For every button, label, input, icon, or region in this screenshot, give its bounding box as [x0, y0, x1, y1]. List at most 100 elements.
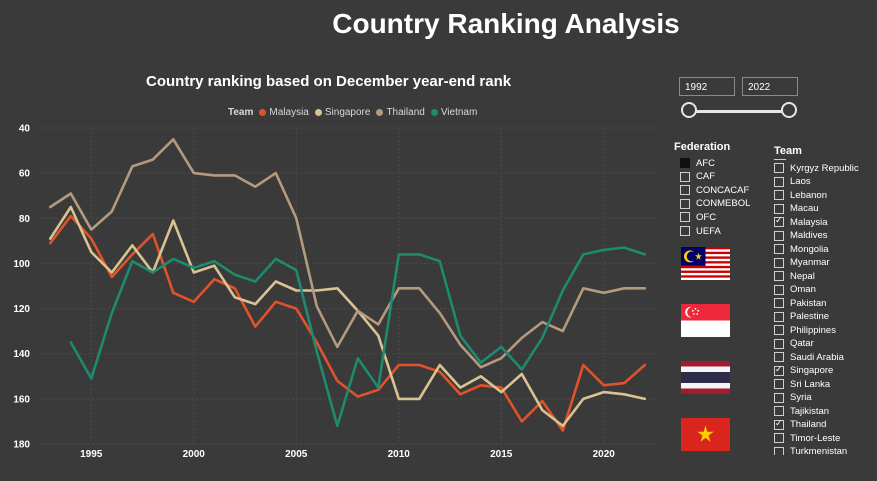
end-year-input[interactable]: 2022 — [742, 77, 798, 96]
team-option-palestine[interactable]: Palestine — [774, 311, 829, 323]
checkbox[interactable] — [774, 163, 784, 173]
federation-option-conmebol[interactable]: CONMEBOL — [680, 198, 750, 210]
start-year-input[interactable]: 1992 — [679, 77, 735, 96]
checkbox[interactable] — [774, 215, 784, 227]
thailand-flag — [681, 361, 730, 394]
y-tick-label: 40 — [19, 124, 31, 135]
malaysia-flag — [681, 247, 730, 280]
team-option-laos[interactable]: Laos — [774, 176, 811, 188]
team-option-syria[interactable]: Syria — [774, 392, 812, 404]
legend-entry-singapore[interactable]: Singapore — [314, 107, 370, 118]
checkbox[interactable] — [774, 392, 784, 403]
team-option-macau[interactable]: Macau — [774, 203, 819, 215]
checkbox[interactable] — [774, 338, 784, 349]
start-year-handle[interactable] — [681, 102, 697, 118]
team-option-label: Laos — [790, 176, 811, 187]
checkbox[interactable] — [774, 446, 784, 455]
checkbox[interactable] — [774, 284, 784, 295]
team-slicer[interactable]: Kyrgyz Republic Laos Lebanon Macau Malaysia M… — [774, 160, 877, 455]
team-option-malaysia[interactable]: Malaysia — [774, 215, 828, 228]
x-tick-label: 1995 — [80, 449, 103, 460]
x-tick-label: 2000 — [183, 449, 206, 460]
team-option-label: Nepal — [790, 270, 815, 282]
team-option-turkmenistan[interactable]: Turkmenistan — [774, 446, 847, 455]
checkbox[interactable] — [774, 203, 784, 214]
team-option-label: Sri Lanka — [790, 378, 831, 390]
team-option-label: Myanmar — [790, 257, 830, 268]
y-tick-label: 140 — [13, 349, 30, 360]
line-chart: 40 60 80 100 120 140 160 180 1995 2000 2005 2010 201… — [13, 124, 655, 460]
checkbox[interactable] — [774, 298, 784, 308]
team-option-label: Lebanon — [790, 189, 827, 201]
team-option-nepal[interactable]: Nepal — [774, 270, 815, 282]
end-year-handle[interactable] — [781, 102, 797, 118]
checkbox[interactable] — [680, 212, 690, 223]
legend-entry-malaysia[interactable]: Malaysia — [259, 106, 309, 118]
checkbox[interactable] — [774, 271, 784, 281]
checkbox[interactable] — [774, 244, 784, 254]
team-option-label: Qatar — [790, 338, 814, 349]
federation-option-uefa[interactable]: UEFA — [680, 225, 721, 237]
x-tick-label: 2015 — [490, 449, 513, 460]
checkbox[interactable] — [680, 171, 690, 182]
checkbox[interactable] — [774, 379, 784, 389]
checkbox[interactable] — [680, 198, 690, 209]
legend-dot-vietnam — [430, 108, 438, 116]
checkbox[interactable] — [774, 418, 784, 430]
chart-legend: Team Malaysia Singapore Thailand Vietnam — [228, 106, 479, 118]
legend-entry-thailand[interactable]: Thailand — [376, 107, 425, 118]
federation-option-label: OFC — [696, 211, 717, 223]
team-option-sri-lanka[interactable]: Sri Lanka — [774, 378, 830, 390]
team-option-qatar[interactable]: Qatar — [774, 338, 814, 350]
legend-entry-vietnam[interactable]: Vietnam — [430, 107, 477, 118]
federation-option-afc[interactable]: AFC — [680, 157, 715, 169]
team-title-underline — [774, 159, 786, 160]
team-option-singapore[interactable]: Singapore — [774, 364, 833, 377]
year-slider-track[interactable] — [690, 110, 790, 113]
checkbox[interactable] — [680, 226, 690, 236]
checkbox[interactable] — [774, 406, 784, 416]
checkbox[interactable] — [774, 190, 784, 200]
checkbox[interactable] — [774, 364, 784, 376]
team-option-timor-leste[interactable]: Timor-Leste — [774, 432, 840, 444]
team-option-mongolia[interactable]: Mongolia — [774, 243, 829, 255]
legend-dot-singapore — [314, 108, 322, 116]
checkbox[interactable] — [774, 257, 784, 268]
y-tick-label: 100 — [13, 259, 30, 270]
team-option-pakistan[interactable]: Pakistan — [774, 297, 826, 309]
chart-title: Country ranking based on December year-e… — [146, 73, 512, 90]
team-option-myanmar[interactable]: Myanmar — [774, 257, 830, 269]
checkbox[interactable] — [680, 185, 690, 196]
checkbox[interactable] — [774, 325, 784, 335]
team-option-maldives[interactable]: Maldives — [774, 230, 828, 242]
team-option-tajikistan[interactable]: Tajikistan — [774, 405, 829, 417]
team-option-label: Mongolia — [790, 243, 829, 255]
team-option-label: Palestine — [790, 311, 830, 322]
checkbox[interactable] — [774, 352, 784, 362]
team-option-kyrgyz-republic[interactable]: Kyrgyz Republic — [774, 162, 859, 174]
federation-option-concacaf[interactable]: CONCACAF — [680, 184, 749, 196]
checkbox[interactable] — [774, 311, 784, 322]
checkbox[interactable] — [774, 176, 784, 187]
federation-option-ofc[interactable]: OFC — [680, 211, 716, 223]
federation-option-label: CONCACAF — [696, 184, 750, 196]
legend-title: Team — [228, 106, 254, 118]
y-tick-label: 60 — [19, 169, 31, 180]
legend-label-malaysia: Malaysia — [269, 106, 309, 118]
federation-option-label: CONMEBOL — [696, 198, 751, 210]
team-option-saudi-arabia[interactable]: Saudi Arabia — [774, 351, 844, 363]
checkbox[interactable] — [680, 158, 690, 168]
team-option-philippines[interactable]: Philippines — [774, 324, 836, 336]
checkbox[interactable] — [774, 230, 784, 241]
x-tick-label: 2010 — [388, 449, 411, 460]
team-option-thailand[interactable]: Thailand — [774, 418, 826, 431]
federation-option-caf[interactable]: CAF — [680, 171, 715, 183]
team-option-label: Maldives — [790, 230, 828, 241]
federation-option-label: UEFA — [696, 225, 721, 237]
federation-slicer-title: Federation — [674, 141, 731, 153]
team-option-lebanon[interactable]: Lebanon — [774, 189, 827, 201]
checkbox[interactable] — [774, 433, 784, 443]
y-tick-label: 120 — [13, 304, 30, 315]
team-option-oman[interactable]: Oman — [774, 284, 816, 296]
x-tick-label: 2020 — [593, 449, 616, 460]
